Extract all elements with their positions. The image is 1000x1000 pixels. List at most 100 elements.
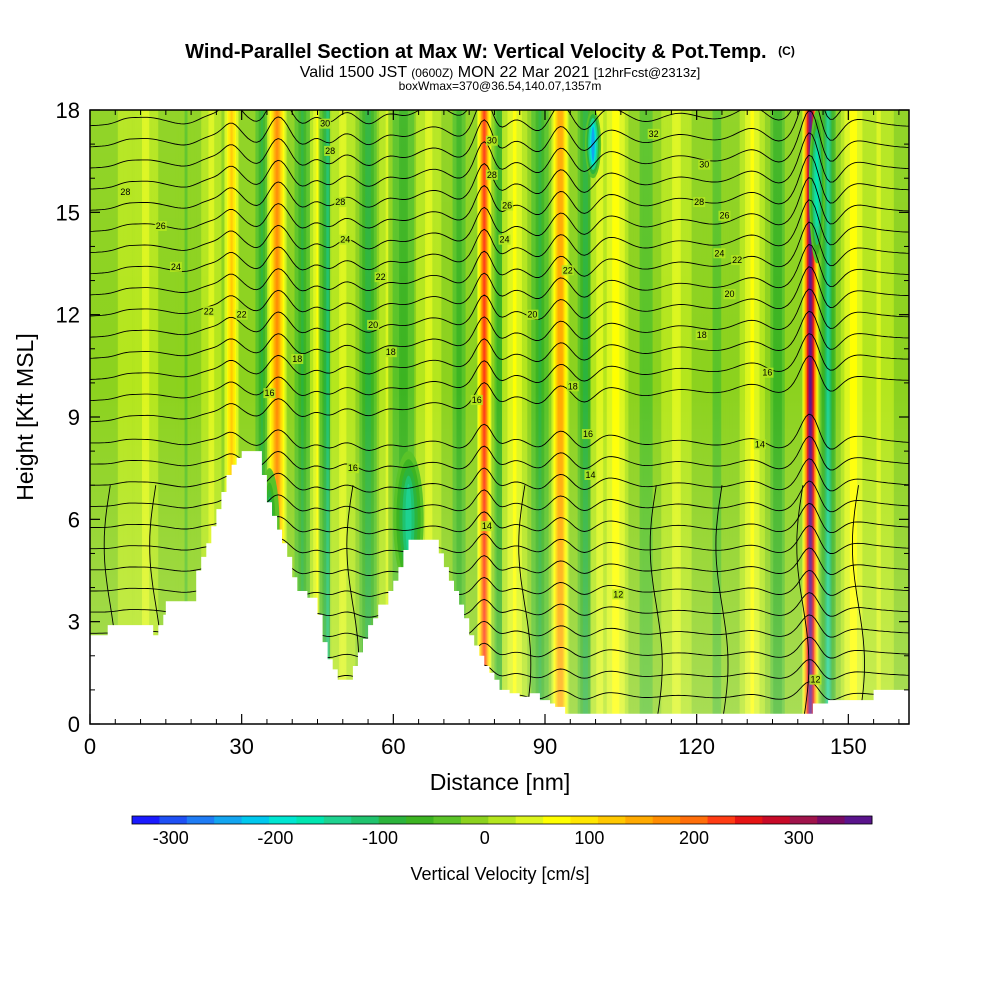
theta-label-bg	[526, 309, 539, 320]
theta-contour-label: 28	[119, 186, 132, 197]
theta-label-bg	[154, 220, 167, 231]
colorbar-swatch	[570, 816, 599, 824]
theta-contour-line	[90, 132, 909, 211]
y-tick-label: 6	[68, 507, 80, 532]
y-axis-label: Height [Kft MSL]	[12, 333, 38, 500]
theta-contour-line	[90, 355, 909, 423]
chart-subtitle: Valid 1500 JST (0600Z) MON 22 Mar 2021 […	[300, 64, 700, 81]
theta-contour-label: 30	[698, 159, 711, 170]
theta-label-bg	[561, 265, 574, 276]
theta-label-bg	[384, 347, 397, 358]
theta-label-bg	[731, 255, 744, 266]
theta-label-bg	[291, 354, 304, 365]
colorbar-tick-label: -300	[153, 828, 189, 848]
theta-contour-label: 14	[480, 521, 493, 532]
theta-contour-label: 22	[374, 272, 387, 283]
theta-contour-label: 14	[584, 469, 597, 480]
colorbar-swatch	[159, 816, 188, 824]
colorbar: -300 -200 -100 0 100 200 300	[131, 815, 873, 848]
theta-label-text: 16	[264, 388, 274, 398]
colorbar-swatch	[186, 816, 215, 824]
theta-label-bg	[718, 210, 731, 221]
theta-contour-line	[796, 485, 810, 724]
theta-label-bg	[470, 394, 483, 405]
theta-label-bg	[647, 128, 660, 139]
theta-contour-labels: 28 26 24 22 22 18 16 30 28 28 24 22 20 18 16 30 28 26 24 22…	[119, 118, 822, 685]
theta-label-text: 30	[699, 160, 709, 170]
axis-ticks: 0 30 60 90 120 150 0 3 6 9 12 15 18	[56, 98, 909, 759]
theta-label-bg	[319, 118, 332, 129]
theta-label-text: 32	[649, 129, 659, 139]
theta-label-text: 28	[325, 146, 335, 156]
colorbar-swatch	[789, 816, 818, 824]
theta-label-bg	[581, 429, 594, 440]
y-tick-label: 15	[56, 200, 80, 225]
theta-label-bg	[339, 234, 352, 245]
theta-contour-label: 26	[154, 220, 167, 231]
theta-contour-label: 28	[324, 145, 337, 156]
colorbar-tick-label: -100	[362, 828, 398, 848]
colorbar-swatch	[488, 816, 517, 824]
velocity-core	[808, 110, 826, 264]
theta-contour-line	[90, 110, 909, 190]
colorbar-swatch	[515, 816, 544, 824]
theta-contour-label: 22	[561, 265, 574, 276]
theta-label-bg	[485, 135, 498, 146]
colorbar-swatch	[132, 816, 160, 824]
theta-contour-label: 30	[319, 118, 332, 129]
theta-contour-line	[90, 154, 909, 232]
colorbar-swatch	[680, 816, 709, 824]
theta-label-bg	[761, 367, 774, 378]
theta-contour-line	[90, 413, 909, 451]
theta-contour-line	[715, 485, 729, 724]
theta-contour-label: 18	[695, 330, 708, 341]
theta-label-text: 14	[482, 521, 492, 531]
theta-contour-label: 28	[485, 169, 498, 180]
theta-contour-line	[90, 435, 909, 472]
theta-label-text: 18	[292, 354, 302, 364]
theta-label-text: 22	[204, 306, 214, 316]
colorbar-swatch	[241, 816, 270, 824]
colorbar-swatch	[597, 816, 626, 824]
theta-label-text: 24	[171, 262, 181, 272]
theta-label-bg	[235, 309, 248, 320]
theta-label-bg	[346, 463, 359, 474]
theta-contour-label: 16	[761, 367, 774, 378]
colorbar-swatch	[762, 816, 791, 824]
theta-label-text: 24	[340, 235, 350, 245]
theta-label-bg	[695, 330, 708, 341]
theta-contour-line	[90, 96, 909, 104]
theta-contour-label: 20	[367, 319, 380, 330]
colorbar-tick-label: 200	[679, 828, 709, 848]
theta-label-text: 26	[502, 201, 512, 211]
colorbar-swatch	[817, 816, 846, 824]
colorbar-swatch	[214, 816, 243, 824]
theta-contour-label: 12	[612, 589, 625, 600]
theta-label-bg	[334, 197, 347, 208]
theta-label-text: 16	[472, 395, 482, 405]
x-tick-label: 120	[678, 734, 715, 759]
theta-label-text: 30	[487, 136, 497, 146]
theta-label-bg	[612, 589, 625, 600]
theta-label-text: 14	[585, 470, 595, 480]
x-tick-label: 60	[381, 734, 405, 759]
colorbar-tick-label: -200	[257, 828, 293, 848]
theta-contour-label: 22	[731, 255, 744, 266]
theta-contour-label: 28	[693, 197, 706, 208]
theta-label-text: 22	[376, 272, 386, 282]
theta-label-text: 22	[732, 255, 742, 265]
theta-contour-label: 16	[581, 429, 594, 440]
x-tick-label: 0	[84, 734, 96, 759]
theta-label-text: 24	[500, 235, 510, 245]
theta-contour-line	[90, 110, 842, 148]
theta-contour-label: 26	[501, 200, 514, 211]
theta-label-bg	[809, 674, 822, 685]
theta-label-text: 16	[583, 429, 593, 439]
theta-contour-line	[90, 199, 909, 275]
theta-label-bg	[498, 234, 511, 245]
velocity-core-level	[405, 483, 412, 555]
theta-contour-label: 12	[809, 674, 822, 685]
theta-label-text: 16	[762, 368, 772, 378]
x-tick-label: 30	[229, 734, 253, 759]
